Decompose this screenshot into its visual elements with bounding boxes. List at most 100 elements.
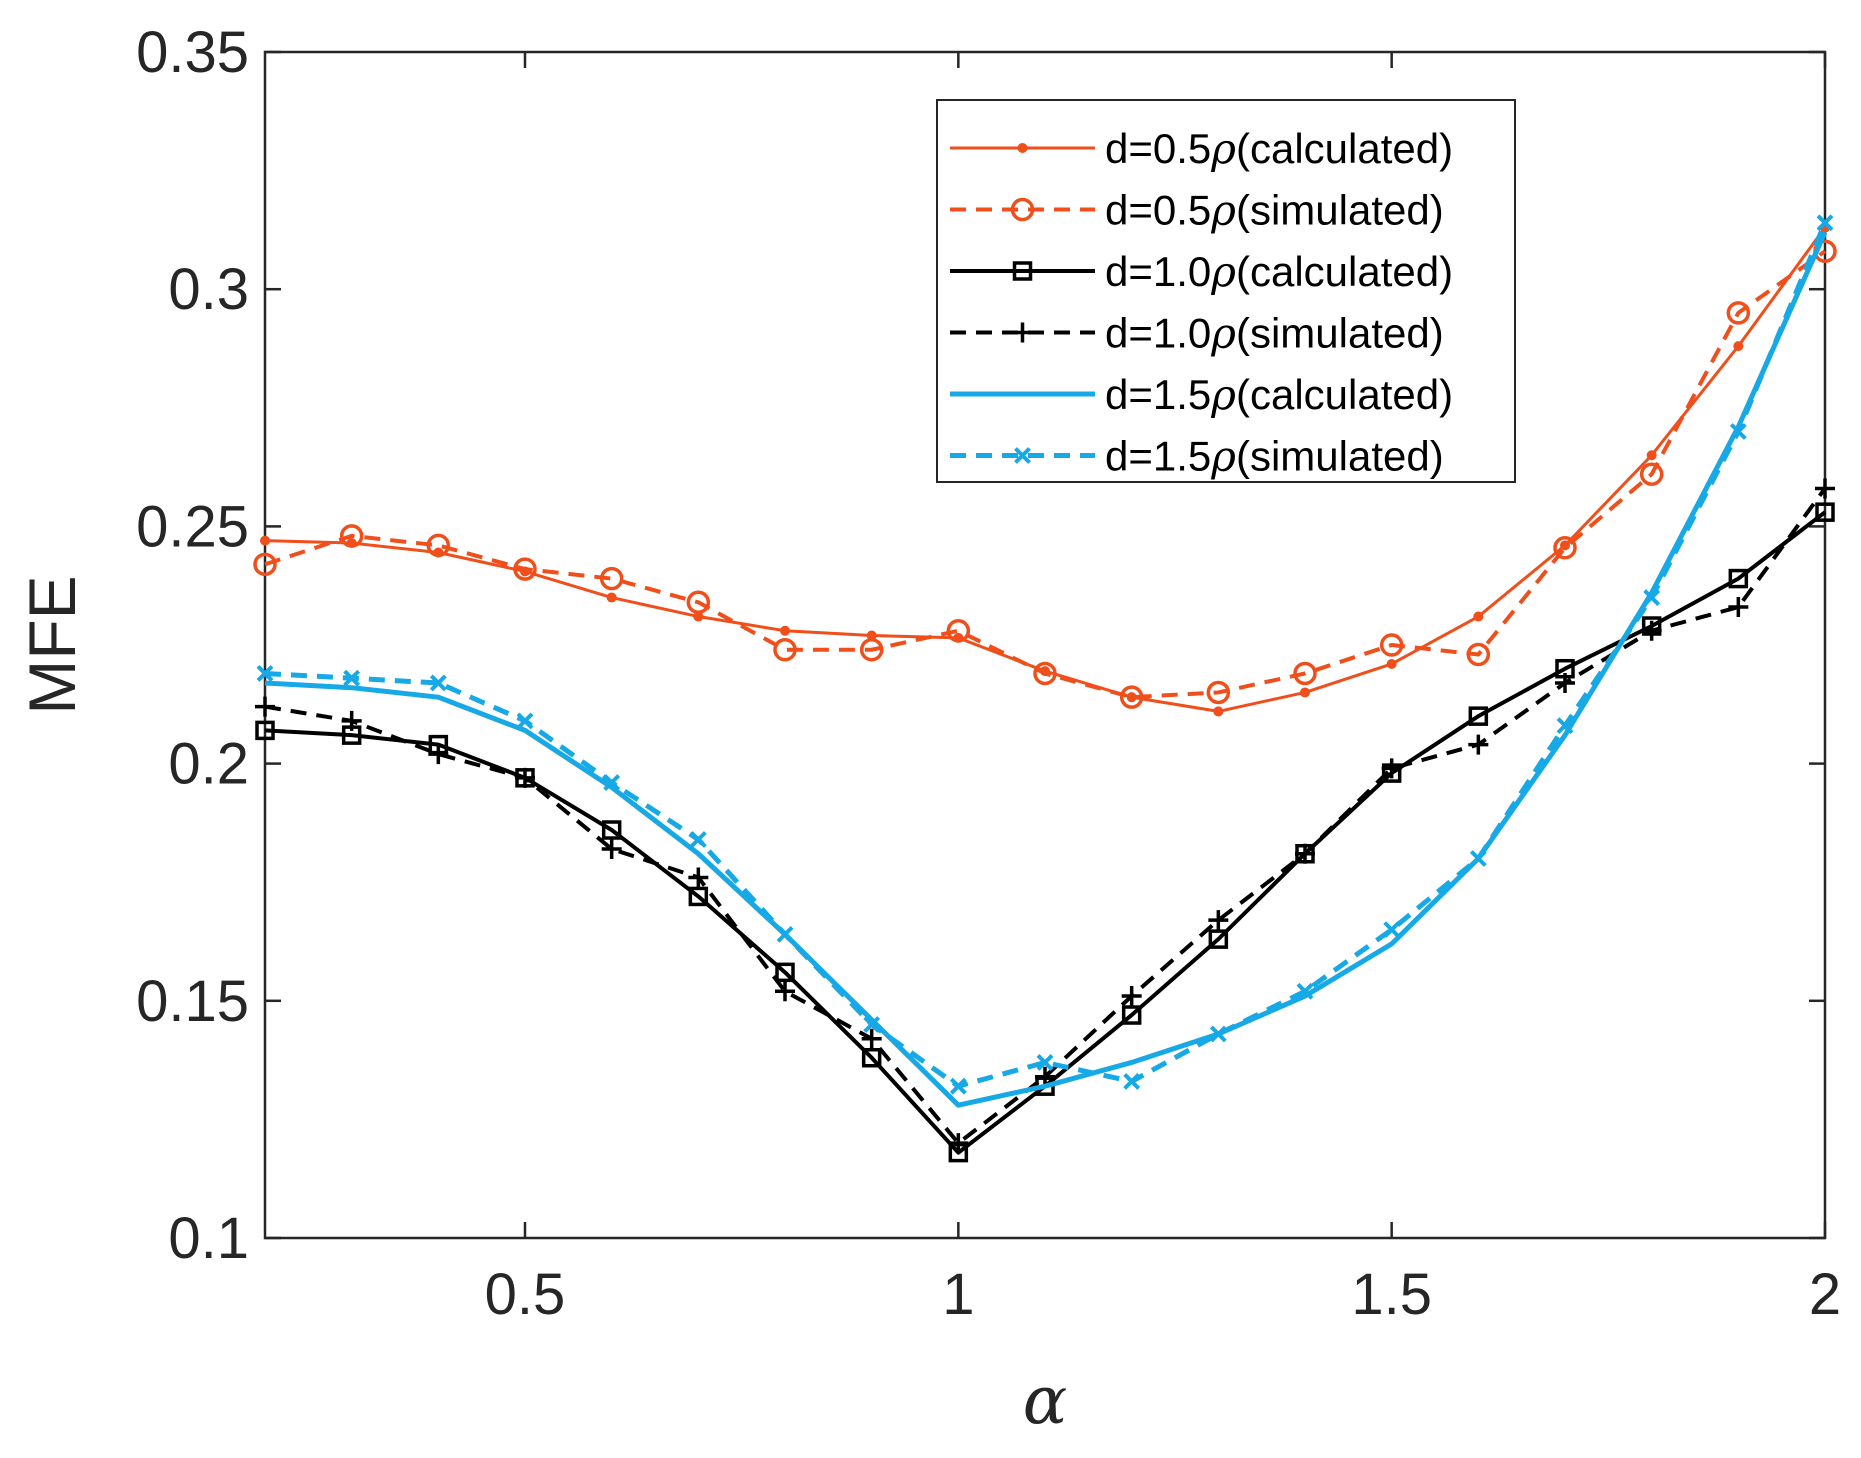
y-tick-label: 0.3 (168, 257, 249, 322)
legend-label-prefix: d=0.5 (1105, 187, 1211, 234)
data-point-circle (599, 566, 624, 591)
data-point-circle (1379, 633, 1404, 657)
legend-label-suffix: (calculated) (1236, 371, 1453, 418)
data-point-circle (426, 533, 451, 558)
legend-entry: d=0.5ρ(calculated) (950, 124, 1453, 173)
data-point-x (1296, 982, 1314, 1000)
legend-entry: d=1.5ρ(simulated) (950, 432, 1444, 481)
data-point-dot (1473, 611, 1484, 622)
data-point-dot (780, 625, 790, 636)
data-point-circle (1553, 535, 1577, 560)
data-point-circle (1466, 642, 1491, 667)
data-point-circle (513, 557, 537, 581)
legend-label: d=0.5ρ(calculated) (1105, 124, 1453, 173)
data-point-square (1208, 929, 1229, 949)
y-tick-label: 0.1 (168, 1206, 249, 1271)
data-point-x (1729, 423, 1747, 440)
legend-marker (1017, 143, 1028, 153)
data-point-plus (1035, 1066, 1055, 1087)
legend-label-suffix: (simulated) (1236, 433, 1444, 480)
legend-entries: d=0.5ρ(calculated)d=0.5ρ(simulated)d=1.0… (950, 124, 1453, 481)
series-5 (264, 231, 1828, 1108)
legend-label-prefix: d=1.0 (1105, 248, 1211, 295)
data-point-plus (861, 1028, 882, 1049)
y-tick-label: 0.2 (168, 732, 249, 797)
data-point-circle (1119, 685, 1144, 709)
data-point-dot (1386, 658, 1397, 669)
legend-entry: d=1.0ρ(simulated) (950, 309, 1444, 358)
data-point-square (1728, 568, 1749, 589)
data-point-square (1468, 706, 1489, 726)
data-point-plus (515, 767, 535, 788)
data-point-plus (948, 1133, 969, 1154)
legend-label: d=1.0ρ(calculated) (1105, 247, 1453, 296)
data-point-plus (1555, 672, 1575, 693)
data-point-plus (341, 710, 362, 731)
legend-label-symbol: ρ (1210, 247, 1236, 296)
data-point-circle (686, 590, 711, 615)
data-point-circle (773, 637, 797, 662)
x-tick-label: 2 (1809, 1262, 1841, 1327)
legend-marker (1012, 261, 1033, 281)
data-point-x (689, 831, 707, 848)
legend-label-symbol: ρ (1210, 186, 1236, 235)
data-point-x (1469, 850, 1487, 867)
legend-label: d=1.0ρ(simulated) (1105, 309, 1444, 358)
axis-ticks (265, 50, 1827, 1240)
data-point-plus (1121, 986, 1142, 1007)
data-point-dot (260, 535, 270, 546)
data-point-square (861, 1047, 882, 1068)
data-point-square (1815, 502, 1835, 522)
data-point-circle (1033, 661, 1057, 686)
x-tick-label: 0.5 (485, 1262, 566, 1327)
data-point-dot (1560, 540, 1570, 551)
legend-marker (1014, 447, 1031, 464)
data-point-circle (253, 552, 277, 577)
data-point-plus (1728, 597, 1749, 618)
data-point-plus (255, 696, 275, 717)
legend-label-prefix: d=1.5 (1105, 371, 1211, 418)
data-point-x (1123, 1073, 1141, 1090)
x-axis-title: α (1023, 1362, 1068, 1439)
legend-label-symbol: ρ (1210, 124, 1236, 173)
data-point-plus (688, 867, 709, 888)
data-point-x (1643, 589, 1661, 606)
y-tick-label: 0.25 (136, 494, 249, 559)
data-point-x (256, 665, 274, 682)
data-point-x (1036, 1054, 1054, 1071)
data-point-square (255, 720, 275, 741)
data-point-plus (1641, 620, 1662, 641)
data-point-x (776, 925, 794, 943)
data-point-circle (859, 637, 884, 662)
data-point-square (688, 886, 709, 907)
y-axis-title: MFE (15, 575, 89, 714)
data-point-square (775, 962, 795, 983)
series-4 (255, 478, 1835, 1154)
data-point-plus (1815, 478, 1835, 499)
data-point-dot (1300, 687, 1310, 698)
data-point-circle (1206, 680, 1231, 705)
series-line (264, 231, 1828, 1108)
data-point-x (863, 1016, 881, 1033)
y-tick-label: 0.15 (136, 969, 249, 1034)
data-point-plus (1381, 758, 1402, 779)
data-point-x (949, 1077, 967, 1095)
legend: d=0.5ρ(calculated)d=0.5ρ(simulated)d=1.0… (936, 99, 1516, 483)
legend-label-suffix: (simulated) (1236, 310, 1444, 357)
data-point-x (516, 712, 534, 730)
legend-entry: d=1.5ρ(calculated) (950, 370, 1453, 419)
series-2 (253, 239, 1837, 709)
legend-box (936, 99, 1516, 483)
y-tick-label: 0.35 (136, 20, 249, 85)
data-point-circle (1639, 462, 1664, 486)
legend-label-symbol: ρ (1210, 370, 1236, 419)
legend-label-prefix: d=0.5 (1105, 125, 1211, 172)
data-point-plus (1208, 910, 1229, 931)
legend-label-suffix: (simulated) (1236, 187, 1444, 234)
data-point-plus (1295, 843, 1315, 864)
data-point-x (429, 674, 447, 692)
legend-label-suffix: (calculated) (1236, 248, 1453, 295)
data-point-x (1816, 214, 1834, 232)
data-point-plus (1468, 734, 1489, 755)
